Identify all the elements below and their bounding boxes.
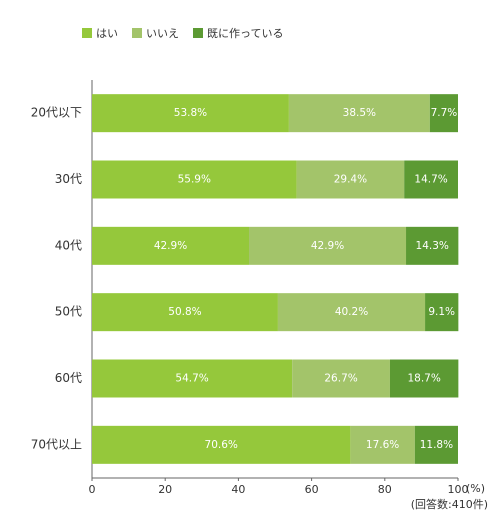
x-axis-label: (%) bbox=[466, 482, 485, 495]
bar-segment bbox=[277, 293, 426, 332]
y-tick-label: 20代以下 bbox=[31, 106, 82, 120]
bar-segment bbox=[92, 425, 351, 464]
bar-segment bbox=[249, 226, 407, 265]
bar-segment bbox=[92, 226, 250, 265]
data-label: 14.7% bbox=[414, 174, 447, 186]
data-label: 42.9% bbox=[311, 240, 344, 252]
data-label: 54.7% bbox=[175, 373, 208, 385]
x-tick-label: 80 bbox=[378, 483, 392, 496]
x-tick-label: 100 bbox=[448, 483, 469, 496]
bar-segment bbox=[350, 425, 415, 464]
bar-segment bbox=[429, 94, 458, 133]
legend-swatch bbox=[82, 28, 92, 38]
data-label: 55.9% bbox=[178, 174, 211, 186]
legend-swatch bbox=[132, 28, 142, 38]
bar-segment bbox=[92, 160, 297, 199]
x-tick-label: 40 bbox=[231, 483, 245, 496]
data-label: 40.2% bbox=[335, 306, 368, 318]
bar-segment bbox=[92, 94, 289, 133]
x-tick-label: 0 bbox=[89, 483, 96, 496]
note: (回答数:410件) bbox=[411, 497, 488, 511]
bar-segment bbox=[404, 160, 458, 199]
bar-segment bbox=[389, 359, 459, 398]
legend-label: いいえ bbox=[146, 27, 179, 40]
data-label: 70.6% bbox=[205, 439, 238, 451]
data-label: 7.7% bbox=[431, 107, 458, 119]
bar-segment bbox=[296, 160, 405, 199]
data-label: 38.5% bbox=[343, 107, 376, 119]
bar-segment bbox=[92, 293, 278, 332]
bar-segment bbox=[406, 226, 459, 265]
bar-segment bbox=[92, 359, 293, 398]
y-tick-label: 70代以上 bbox=[31, 437, 82, 451]
bar-segment bbox=[292, 359, 390, 398]
data-label: 42.9% bbox=[154, 240, 187, 252]
data-label: 9.1% bbox=[428, 306, 455, 318]
data-label: 14.3% bbox=[416, 240, 449, 252]
x-tick-label: 20 bbox=[158, 483, 172, 496]
bar-segment bbox=[425, 293, 459, 332]
data-label: 53.8% bbox=[174, 107, 207, 119]
bar-segment bbox=[414, 425, 458, 464]
data-label: 17.6% bbox=[366, 439, 399, 451]
y-tick-label: 60代 bbox=[55, 371, 82, 385]
data-label: 18.7% bbox=[407, 373, 440, 385]
data-label: 50.8% bbox=[168, 306, 201, 318]
data-label: 11.8% bbox=[420, 439, 453, 451]
y-tick-label: 30代 bbox=[55, 172, 82, 186]
legend-label: 既に作っている bbox=[207, 27, 283, 40]
legend-label: はい bbox=[96, 27, 118, 40]
y-tick-label: 40代 bbox=[55, 238, 82, 252]
data-label: 29.4% bbox=[334, 174, 367, 186]
x-tick-label: 60 bbox=[305, 483, 319, 496]
y-tick-label: 50代 bbox=[55, 305, 82, 319]
data-label: 26.7% bbox=[324, 373, 357, 385]
legend-swatch bbox=[193, 28, 203, 38]
bar-segment bbox=[288, 94, 430, 133]
